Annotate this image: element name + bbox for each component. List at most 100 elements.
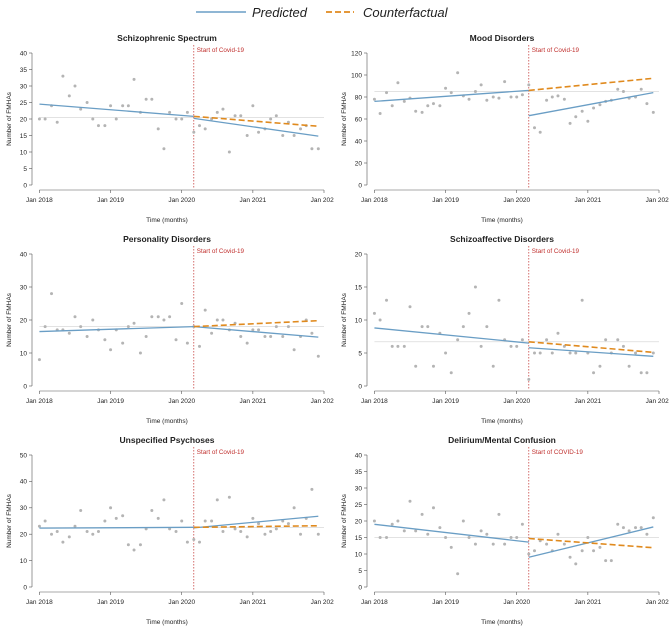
chart-title: Personality Disorders — [123, 234, 211, 244]
data-point — [456, 71, 460, 75]
data-point — [645, 371, 649, 375]
y-tick-label: 40 — [355, 452, 363, 459]
data-point — [586, 536, 590, 539]
data-point — [645, 532, 649, 536]
predicted-line-pre — [39, 103, 194, 118]
y-tick-label: 20 — [20, 532, 28, 539]
data-point — [192, 537, 196, 541]
data-point — [538, 351, 542, 355]
counterfactual-line — [528, 77, 654, 92]
data-point — [515, 95, 519, 99]
data-point — [274, 325, 278, 329]
data-point — [426, 104, 430, 108]
data-point — [221, 530, 225, 534]
data-point — [316, 147, 320, 151]
data-point — [168, 527, 172, 531]
data-point — [269, 530, 273, 534]
data-point — [150, 315, 154, 319]
data-point — [634, 526, 638, 530]
x-tick-label: Jan 2021 — [239, 599, 266, 606]
x-axis-label: Time (months) — [146, 418, 188, 425]
panel-delirium-mental-confusion: Delirium/Mental Confusion 0 5 10 15 20 25 30 35 4… — [335, 429, 669, 630]
x-axis-label: Time (months) — [146, 217, 188, 224]
data-point — [227, 495, 231, 499]
covid-start-label: Start of Covid-19 — [532, 248, 580, 255]
data-point — [651, 110, 655, 114]
data-point — [61, 74, 65, 78]
x-tick-label: Jan 2020 — [503, 197, 530, 204]
data-point — [639, 371, 643, 375]
data-point — [168, 110, 172, 114]
y-tick-label: 0 — [358, 584, 362, 591]
legend-predicted-label: Predicted — [252, 5, 308, 20]
data-point — [180, 117, 184, 121]
panel-unspecified-psychoses: Unspecified Psychoses 0 10 20 30 40 50 Number o… — [0, 429, 338, 630]
x-axis-label: Time (months) — [481, 619, 523, 626]
data-point — [109, 506, 113, 510]
data-point — [121, 341, 125, 345]
x-tick-label: Jan 2022 — [646, 599, 669, 606]
data-point — [621, 90, 625, 93]
data-point — [37, 524, 41, 528]
x-tick-label: Jan 2018 — [26, 599, 53, 606]
data-point — [592, 371, 596, 375]
data-point — [73, 315, 77, 319]
y-tick-label: 5 — [358, 568, 362, 575]
data-point — [627, 364, 631, 368]
data-point — [310, 331, 314, 335]
data-point — [162, 498, 166, 502]
data-point — [532, 126, 536, 130]
panel-schizophrenic-spectrum: Schizophrenic Spectrum 0 5 10 15 20 25 30 35 40 Nu… — [0, 27, 338, 228]
data-point — [497, 298, 501, 302]
data-point — [144, 335, 148, 338]
data-point — [221, 318, 225, 322]
data-point — [121, 514, 125, 518]
data-point — [414, 364, 418, 368]
y-tick-label: 20 — [355, 518, 363, 525]
chart-svg: Unspecified Psychoses 0 10 20 30 40 50 Number o… — [6, 435, 338, 626]
data-point — [402, 99, 406, 103]
x-tick-label: Jan 2018 — [361, 197, 388, 204]
y-axis-label: Number of FMHAs — [6, 91, 13, 146]
data-point — [479, 344, 483, 348]
data-point — [156, 127, 160, 131]
y-tick-label: 25 — [355, 502, 363, 509]
data-point — [509, 95, 513, 99]
data-point — [192, 130, 196, 134]
chart-title: Delirium/Mental Confusion — [448, 435, 556, 445]
data-point — [126, 325, 130, 329]
y-tick-label: 15 — [355, 535, 363, 542]
data-point — [444, 351, 448, 355]
data-point — [586, 119, 590, 123]
data-point — [527, 552, 531, 556]
x-tick-label: Jan 2018 — [26, 197, 53, 204]
data-point — [91, 532, 95, 536]
y-axis-label: Number of FMHAs — [6, 493, 13, 548]
data-point — [545, 338, 549, 342]
data-point — [479, 529, 483, 533]
counterfactual-line — [193, 115, 319, 128]
data-point — [197, 124, 201, 128]
data-point — [316, 354, 320, 358]
data-point — [91, 117, 95, 121]
x-tick-label: Jan 2019 — [432, 599, 459, 606]
predicted-line-post — [193, 515, 319, 529]
data-point — [485, 532, 489, 536]
data-point — [150, 97, 154, 101]
chart-title: Mood Disorders — [470, 33, 535, 43]
data-point — [456, 572, 460, 576]
data-point — [639, 87, 643, 91]
data-point — [604, 338, 608, 342]
data-point — [292, 506, 296, 510]
data-point — [616, 338, 620, 342]
data-point — [598, 545, 602, 549]
data-point — [174, 338, 178, 342]
data-point — [227, 150, 231, 154]
data-point — [174, 530, 178, 534]
data-point — [103, 124, 107, 128]
data-point — [221, 107, 225, 111]
data-point — [461, 325, 465, 329]
data-point — [438, 526, 442, 530]
data-point — [156, 315, 160, 319]
y-tick-label: 10 — [355, 551, 363, 558]
